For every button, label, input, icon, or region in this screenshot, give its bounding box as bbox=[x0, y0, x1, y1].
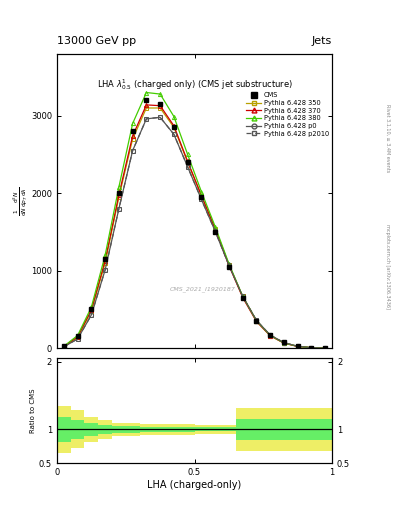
Text: Rivet 3.1.10, ≥ 3.4M events: Rivet 3.1.10, ≥ 3.4M events bbox=[385, 104, 390, 173]
Legend: CMS, Pythia 6.428 350, Pythia 6.428 370, Pythia 6.428 380, Pythia 6.428 p0, Pyth: CMS, Pythia 6.428 350, Pythia 6.428 370,… bbox=[246, 93, 329, 137]
Text: mcplots.cern.ch [arXiv:1306.3436]: mcplots.cern.ch [arXiv:1306.3436] bbox=[385, 224, 390, 309]
Text: LHA $\lambda^{1}_{0.5}$ (charged only) (CMS jet substructure): LHA $\lambda^{1}_{0.5}$ (charged only) (… bbox=[97, 77, 292, 92]
Text: CMS_2021_I1920187: CMS_2021_I1920187 bbox=[170, 287, 236, 292]
X-axis label: LHA (charged-only): LHA (charged-only) bbox=[147, 480, 242, 490]
Text: 13000 GeV pp: 13000 GeV pp bbox=[57, 36, 136, 46]
Y-axis label: $\frac{1}{\mathrm{d}N}\frac{\mathrm{d}^{2}N}{\mathrm{d}p_{T}\,\mathrm{d}\lambda}: $\frac{1}{\mathrm{d}N}\frac{\mathrm{d}^{… bbox=[11, 186, 29, 216]
Text: Jets: Jets bbox=[312, 36, 332, 46]
Y-axis label: Ratio to CMS: Ratio to CMS bbox=[30, 389, 36, 433]
